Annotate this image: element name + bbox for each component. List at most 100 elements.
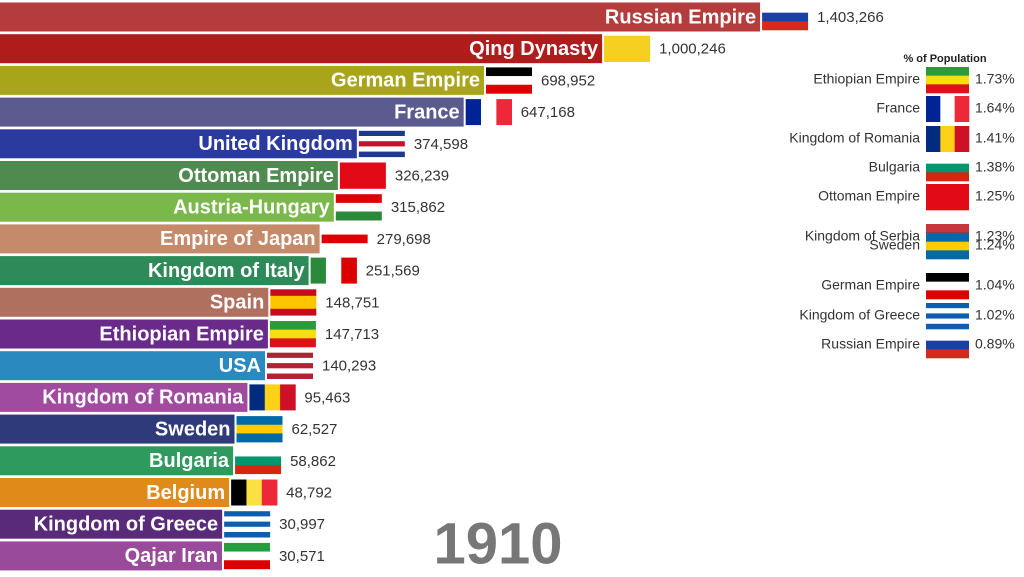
flag-stripe — [926, 75, 969, 85]
bar-label: Sweden — [155, 418, 231, 440]
panel-value: 1.02% — [975, 307, 1015, 323]
panel-label: Ethiopian Empire — [813, 71, 920, 87]
flag-stripe — [223, 542, 270, 552]
bar — [0, 192, 334, 222]
value-label: 62,527 — [292, 421, 338, 438]
flag-stripe — [235, 465, 282, 475]
flag-stripe — [762, 4, 809, 13]
value-label: 148,751 — [325, 294, 379, 311]
flag-stripe — [235, 447, 282, 457]
bar — [0, 161, 338, 190]
bar-label: Bulgaria — [149, 450, 230, 472]
flag-stripe — [235, 456, 282, 466]
panel-label: Kingdom of Serbia — [805, 228, 920, 244]
flag-stripe — [926, 318, 969, 325]
panel-value: 1.38% — [975, 159, 1015, 175]
value-label: 30,997 — [279, 516, 325, 533]
flag-stripe — [224, 526, 271, 533]
flag-stripe — [926, 155, 969, 164]
panel-value: 1.41% — [975, 130, 1015, 146]
flag-stripe — [940, 126, 955, 152]
flag-stripe — [926, 163, 969, 173]
value-label: 374,598 — [414, 136, 468, 153]
flag-stripe — [321, 243, 368, 253]
panel-value: 1.04% — [975, 277, 1015, 293]
flag-stripe — [231, 479, 247, 506]
flag-stripe — [270, 289, 317, 297]
flag-stripe — [261, 479, 278, 506]
value-label: 1,403,266 — [817, 9, 884, 26]
flag-stripe — [954, 96, 970, 122]
bar-label: Kingdom of Italy — [148, 260, 306, 282]
flag-stripe — [325, 257, 342, 284]
panel-label: Kingdom of Greece — [799, 307, 920, 323]
value-label: 1,000,246 — [659, 41, 726, 58]
value-label: 279,698 — [377, 231, 431, 248]
flag-stripe — [270, 302, 317, 310]
panel-label: Sweden — [869, 237, 920, 253]
flag-stripe — [954, 126, 970, 152]
bar — [0, 541, 222, 571]
flag-stripe — [485, 67, 532, 77]
flag-stripe — [266, 357, 313, 364]
flag-stripe — [236, 424, 283, 434]
flag-stripe — [341, 257, 357, 284]
bar — [0, 319, 268, 349]
bar-label: United Kingdom — [198, 133, 352, 155]
bar — [0, 65, 484, 95]
flag-stripe — [926, 126, 941, 152]
flag-stripe — [926, 233, 969, 242]
flag-stripe — [358, 130, 405, 137]
bar — [0, 509, 223, 539]
flag-stripe — [496, 99, 512, 126]
flag-stripe — [926, 349, 969, 359]
bar — [0, 34, 603, 64]
flag-stripe — [269, 329, 316, 339]
flag-stripe — [481, 99, 497, 126]
flag-stripe — [270, 295, 317, 303]
flag-stripe — [926, 313, 969, 319]
panel-label: Ottoman Empire — [818, 188, 920, 204]
flag-stripe — [926, 281, 969, 291]
bar-label: Belgium — [146, 482, 225, 504]
flag-stripe — [926, 332, 969, 341]
flag-stripe — [926, 84, 969, 94]
flag-stripe — [224, 511, 271, 517]
flag-stripe — [926, 308, 969, 314]
flag-stripe — [926, 273, 969, 282]
value-label: 30,571 — [279, 548, 325, 565]
flag-stripe — [485, 84, 532, 94]
panel-value: 0.89% — [975, 336, 1015, 352]
flag-stripe — [223, 560, 270, 570]
bar-label: Spain — [210, 292, 264, 314]
flag-stripe — [335, 211, 382, 221]
flag-stripe — [485, 76, 532, 86]
flag-stripe — [321, 234, 368, 244]
bar-label: Russian Empire — [605, 6, 756, 28]
panel-title: % of Population — [903, 53, 986, 65]
value-label: 647,168 — [521, 104, 575, 121]
bar-label: German Empire — [331, 70, 480, 92]
flag-stripe — [249, 384, 266, 411]
flag-stripe — [266, 368, 313, 374]
bar-label: Ethiopian Empire — [99, 323, 263, 345]
flag-stripe — [335, 194, 382, 204]
panel-label: Bulgaria — [869, 159, 921, 175]
flag-stripe — [339, 162, 386, 189]
flag-stripe — [762, 21, 809, 31]
bar-label: Empire of Japan — [160, 228, 316, 250]
bar — [0, 256, 309, 286]
panel-value: 1.24% — [975, 237, 1015, 253]
bar-label: Qing Dynasty — [469, 38, 599, 60]
flag-stripe — [358, 136, 405, 142]
flag-stripe — [266, 363, 313, 369]
value-label: 95,463 — [304, 389, 350, 406]
panel-value: 1.25% — [975, 188, 1015, 204]
flag-stripe — [266, 352, 313, 359]
flag-stripe — [358, 141, 405, 147]
flag-stripe — [224, 521, 271, 528]
value-label: 698,952 — [541, 72, 595, 89]
flag-stripe — [270, 308, 317, 316]
flag-stripe — [321, 225, 368, 235]
